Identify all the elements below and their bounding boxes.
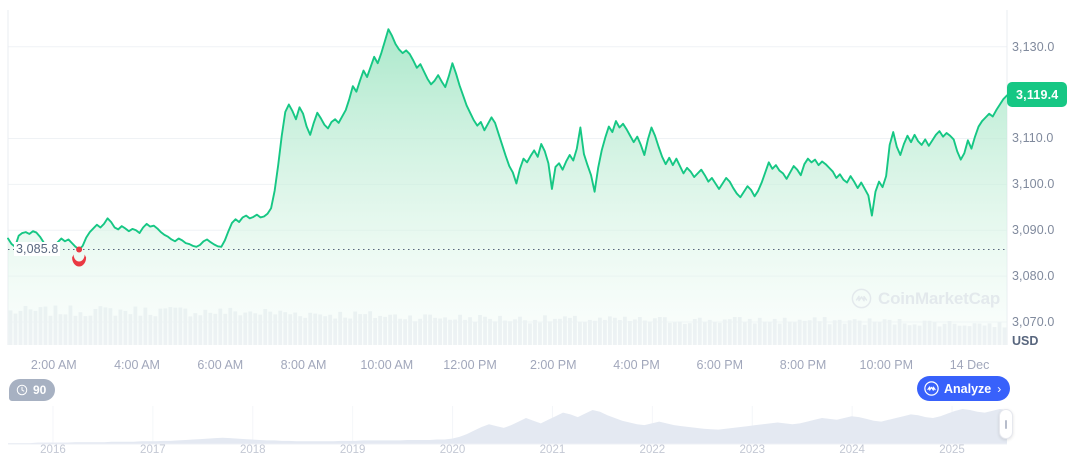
navigator-svg: [8, 406, 1007, 445]
x-axis-tick-label: 8:00 PM: [779, 358, 827, 372]
grip-icon: [1005, 419, 1007, 429]
price-plot-svg: [7, 10, 1008, 346]
y-axis-tick-label: 3,090.0: [1012, 223, 1055, 238]
navigator-x-axis-tick-label: 2016: [40, 444, 66, 456]
x-axis-tick-label: 12:00 PM: [443, 358, 497, 372]
x-axis-tick-label: 10:00 AM: [360, 358, 414, 372]
x-axis-tick-label: 8:00 AM: [280, 358, 327, 372]
analyze-button[interactable]: Analyze ›: [917, 376, 1011, 401]
y-axis-tick-label: 3,070.0: [1012, 315, 1055, 330]
navigator-right-handle[interactable]: [999, 409, 1013, 439]
price-area-fill: [8, 29, 1007, 346]
coinmarketcap-logo-icon: [924, 381, 939, 396]
navigator-area: [8, 409, 1007, 444]
period-low-marker-icon: [72, 246, 87, 267]
chevron-right-icon: ›: [997, 381, 1002, 396]
navigator-x-axis-tick-label: 2025: [939, 444, 965, 456]
navigator-x-axis-tick-label: 2021: [539, 444, 566, 456]
x-axis-tick-label: 2:00 PM: [530, 358, 577, 372]
navigator-x-axis-tick-label: 2020: [439, 444, 466, 456]
y-axis-tick-label: 3,100.0: [1012, 177, 1055, 192]
range-navigator[interactable]: 2016 2017 2018 2019 2020 2021 2022 2023 2024 2025: [0, 404, 1072, 470]
navigator-x-axis-labels: 2016 2017 2018 2019 2020 2021 2022 2023 2024 2025: [0, 444, 1007, 464]
navigator-x-axis-tick-label: 2023: [739, 444, 766, 456]
x-axis-tick-label: 2:00 AM: [30, 358, 77, 372]
navigator-x-axis-tick-label: 2018: [239, 444, 266, 456]
clock-icon: [16, 384, 28, 396]
analyze-label: Analyze: [944, 381, 992, 396]
x-axis-tick-label: 6:00 PM: [696, 358, 744, 372]
x-axis-tick-label: 14 Dec: [949, 358, 990, 372]
main-price-chart[interactable]: 3,130.0 3,110.0 3,100.0 3,090.0 3,080.0 3,070…: [0, 0, 1072, 372]
y-axis-currency-label: USD: [1012, 334, 1039, 348]
x-axis-tick-label: 6:00 AM: [197, 358, 244, 372]
period-low-label: 3,085.8: [14, 241, 61, 256]
x-axis-tick-label: 4:00 PM: [613, 358, 660, 372]
navigator-x-axis-tick-label: 2024: [839, 444, 865, 456]
range-days-label: 90: [33, 383, 47, 397]
navigator-x-axis-tick-label: 2022: [639, 444, 666, 456]
y-axis-tick-label: 3,080.0: [1012, 269, 1055, 284]
navigator-x-axis-tick-label: 2017: [140, 444, 166, 456]
x-axis-labels: 2:00 AM 4:00 AM 6:00 AM 8:00 AM 10:00 AM 12:0…: [0, 358, 1007, 380]
x-axis-tick-label: 4:00 AM: [114, 358, 160, 372]
current-price-tag: 3,119.4: [1007, 82, 1068, 107]
y-axis-tick-label: 3,110.0: [1012, 131, 1054, 146]
range-days-badge[interactable]: 90: [9, 379, 56, 401]
price-line: [7, 28, 1008, 251]
y-axis-tick-label: 3,130.0: [1012, 39, 1055, 54]
navigator-x-axis-tick-label: 2019: [339, 444, 366, 456]
x-axis-tick-label: 10:00 PM: [859, 358, 914, 372]
